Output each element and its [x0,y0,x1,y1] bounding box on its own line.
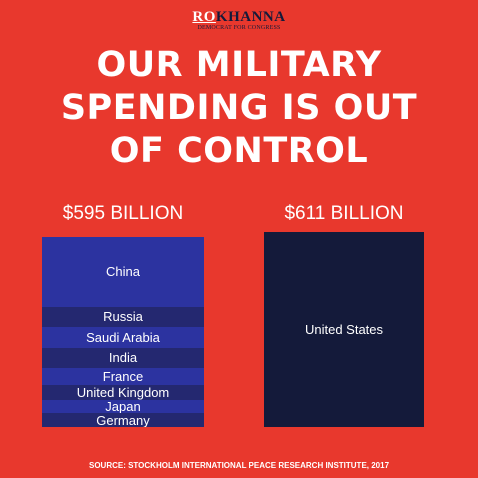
bar-segment-india: India [42,348,204,368]
bar-united-states: United States [264,232,424,427]
headline: OUR MILITARY SPENDING IS OUT OF CONTROL [0,44,478,173]
bar-segment-japan: Japan [42,399,204,414]
bar-segment-saudi-arabia: Saudi Arabia [42,326,204,349]
segment-label-japan: Japan [105,399,141,414]
logo-tagline: DEMOCRAT FOR CONGRESS [197,25,281,31]
bar-segment-germany: Germany [42,413,204,427]
logo: ROKHANNA DEMOCRAT FOR CONGRESS [0,8,478,32]
total-label-other-countries: $595 BILLION [62,203,184,224]
segment-label-saudi-arabia: Saudi Arabia [86,329,160,345]
source-note: SOURCE: STOCKHOLM INTERNATIONAL PEACE RE… [88,461,390,470]
total-label-united-states: $611 BILLION [284,203,404,224]
segment-label-india: India [108,350,138,366]
bar-segment-united-kingdom: United Kingdom [42,385,204,400]
segment-label-france: France [102,368,144,384]
segment-label-russia: Russia [103,309,143,325]
headline-line-2: SPENDING IS OUT [60,88,418,128]
stacked-bar-other-countries: China Russia Saudi Arabia India France United… [42,237,204,427]
headline-line-1: OUR MILITARY [96,45,382,85]
logo-last-name: KHANNA [215,9,286,25]
headline-line-3: OF CONTROL [109,131,369,171]
segment-label-germany: Germany [96,413,150,427]
bar-segment-russia: Russia [42,306,204,327]
bar-label-united-states: United States [304,322,384,337]
logo-first-name: RO [192,9,216,25]
segment-label-united-kingdom: United Kingdom [76,385,170,400]
segment-label-china: China [106,264,140,280]
bar-segment-china: China [42,237,204,307]
bar-segment-france: France [42,367,204,386]
